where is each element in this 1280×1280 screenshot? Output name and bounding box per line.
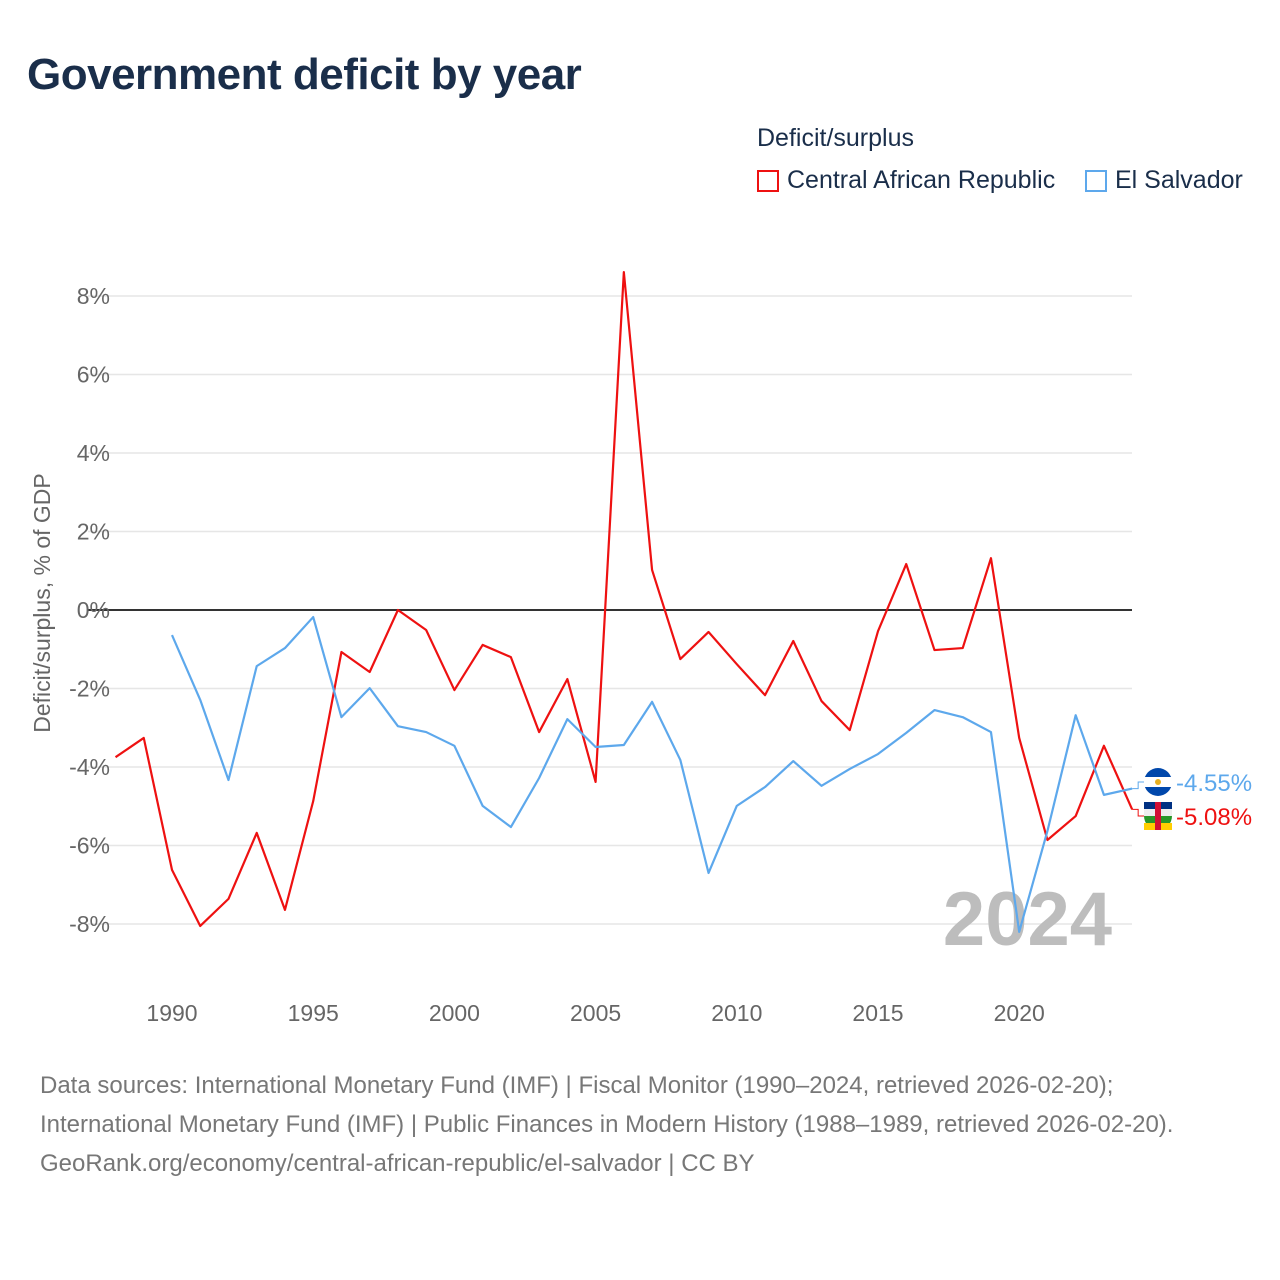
y-tick-label: -2% <box>69 676 110 702</box>
series-line-car <box>114 270 1134 928</box>
y-tick-label: -8% <box>69 911 110 937</box>
label-connector <box>1132 781 1145 790</box>
flag-emblem <box>1155 779 1161 785</box>
y-tick-label: 8% <box>77 283 110 309</box>
legend-label: Central African Republic <box>787 166 1056 194</box>
y-tick-label: 6% <box>77 362 110 388</box>
series-line-el-salvador <box>170 615 1133 933</box>
year-watermark: 2024 <box>943 877 1112 962</box>
x-tick-label: 2015 <box>852 1000 903 1026</box>
end-value-label: -4.55% <box>1176 770 1252 797</box>
x-tick-label: 1990 <box>146 1000 197 1026</box>
y-tick-label: 0% <box>77 597 110 623</box>
legend-item-car[interactable]: Central African Republic <box>757 166 1055 195</box>
x-tick-label: 2000 <box>429 1000 480 1026</box>
x-tick-label: 2010 <box>711 1000 762 1026</box>
flag-stripe <box>1155 802 1161 830</box>
label-connector <box>1132 808 1145 817</box>
x-tick-label: 2020 <box>994 1000 1045 1026</box>
y-tick-label: 4% <box>77 440 110 466</box>
source-url: GeoRank.org/economy/central-african-repu… <box>40 1150 755 1177</box>
x-tick-label: 1995 <box>288 1000 339 1026</box>
y-tick-label: -6% <box>69 833 110 859</box>
legend-label: El Salvador <box>1115 166 1243 194</box>
legend-title: Deficit/surplus <box>757 124 914 152</box>
chart-title: Government deficit by year <box>27 50 582 99</box>
y-tick-label: 2% <box>77 519 110 545</box>
y-axis-label: Deficit/surplus, % of GDP <box>29 473 55 732</box>
y-tick-label: -4% <box>69 754 110 780</box>
end-value-label: -5.08% <box>1176 804 1252 831</box>
legend-item-el-salvador[interactable]: El Salvador <box>1085 166 1243 195</box>
x-tick-label: 2005 <box>570 1000 621 1026</box>
source-text: Data sources: International Monetary Fun… <box>40 1072 1174 1138</box>
legend-swatch <box>1085 169 1107 192</box>
legend-swatch <box>757 169 779 192</box>
source-note: Data sources: International Monetary Fun… <box>40 1066 1240 1183</box>
